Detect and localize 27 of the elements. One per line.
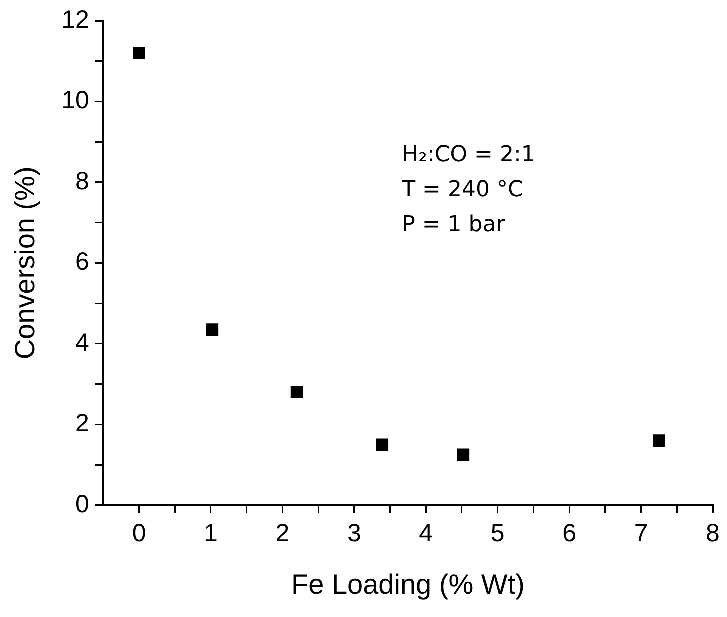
y-tick-label: 2	[76, 410, 90, 438]
y-axis-title: Conversion (%)	[10, 166, 41, 360]
point	[290, 386, 304, 399]
y-tick-label: 4	[76, 328, 90, 357]
annotation: P = 1 bar	[402, 212, 506, 238]
annotation: T = 240 °C	[401, 178, 524, 203]
x-tick-label: 7	[634, 519, 648, 548]
point	[653, 434, 666, 447]
point	[133, 47, 146, 60]
x-tick-label: 3	[347, 519, 362, 548]
x-tick-label: 8	[706, 519, 720, 548]
point	[457, 448, 470, 462]
annotation: H₂:CO = 2:1	[402, 142, 536, 168]
x-tick-label: 1	[204, 519, 218, 548]
x-tick-label: 6	[562, 519, 577, 548]
x-tick-label: 0	[132, 519, 146, 548]
x-tick-label: 5	[490, 519, 505, 548]
point	[376, 438, 389, 452]
y-tick-label: 8	[76, 167, 90, 196]
x-tick-label: 4	[419, 519, 434, 548]
y-tick-label: 0	[76, 490, 90, 518]
point	[206, 324, 219, 336]
x-axis-title: Fe Loading (% Wt)	[291, 568, 525, 600]
y-tick-label: 10	[62, 86, 90, 115]
y-tick-label: 12	[62, 6, 90, 34]
x-tick-label: 2	[276, 519, 290, 548]
y-tick-label: 6	[76, 248, 90, 276]
